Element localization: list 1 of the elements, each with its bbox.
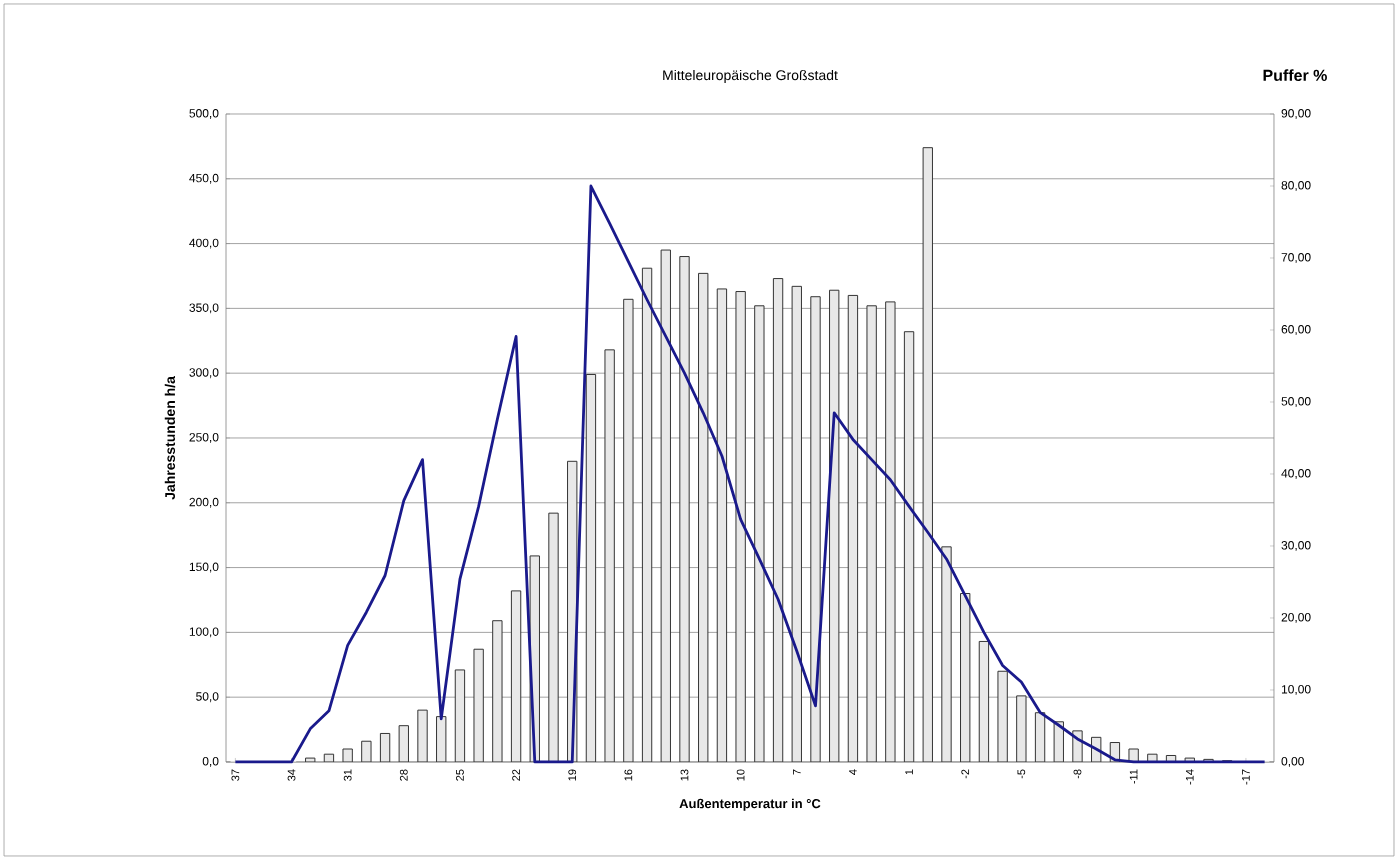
y2-axis-title: Puffer %: [1263, 69, 1327, 82]
